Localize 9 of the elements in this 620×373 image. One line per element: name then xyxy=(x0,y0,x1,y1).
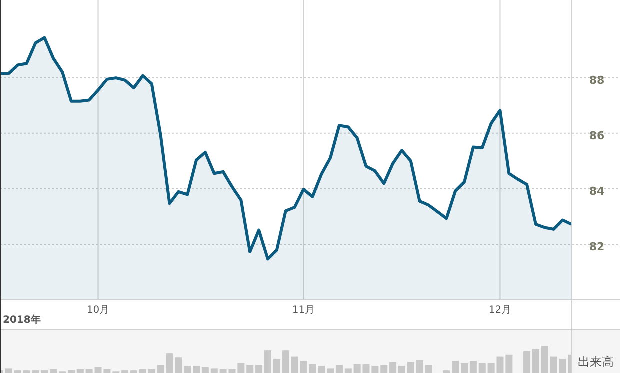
x-tick-label: 12月 xyxy=(488,305,512,316)
y-tick-label: 86 xyxy=(589,129,605,142)
x-tick-label: 11月 xyxy=(292,305,316,316)
y-tick-label: 82 xyxy=(589,240,605,254)
y-axis-title: 出来高 xyxy=(578,355,614,369)
y-tick-label: 84 xyxy=(589,184,605,198)
x-tick-label: 10月 xyxy=(86,305,110,316)
x-axis-title: 2018年 xyxy=(3,314,41,326)
y-tick-label: 88 xyxy=(589,74,605,87)
